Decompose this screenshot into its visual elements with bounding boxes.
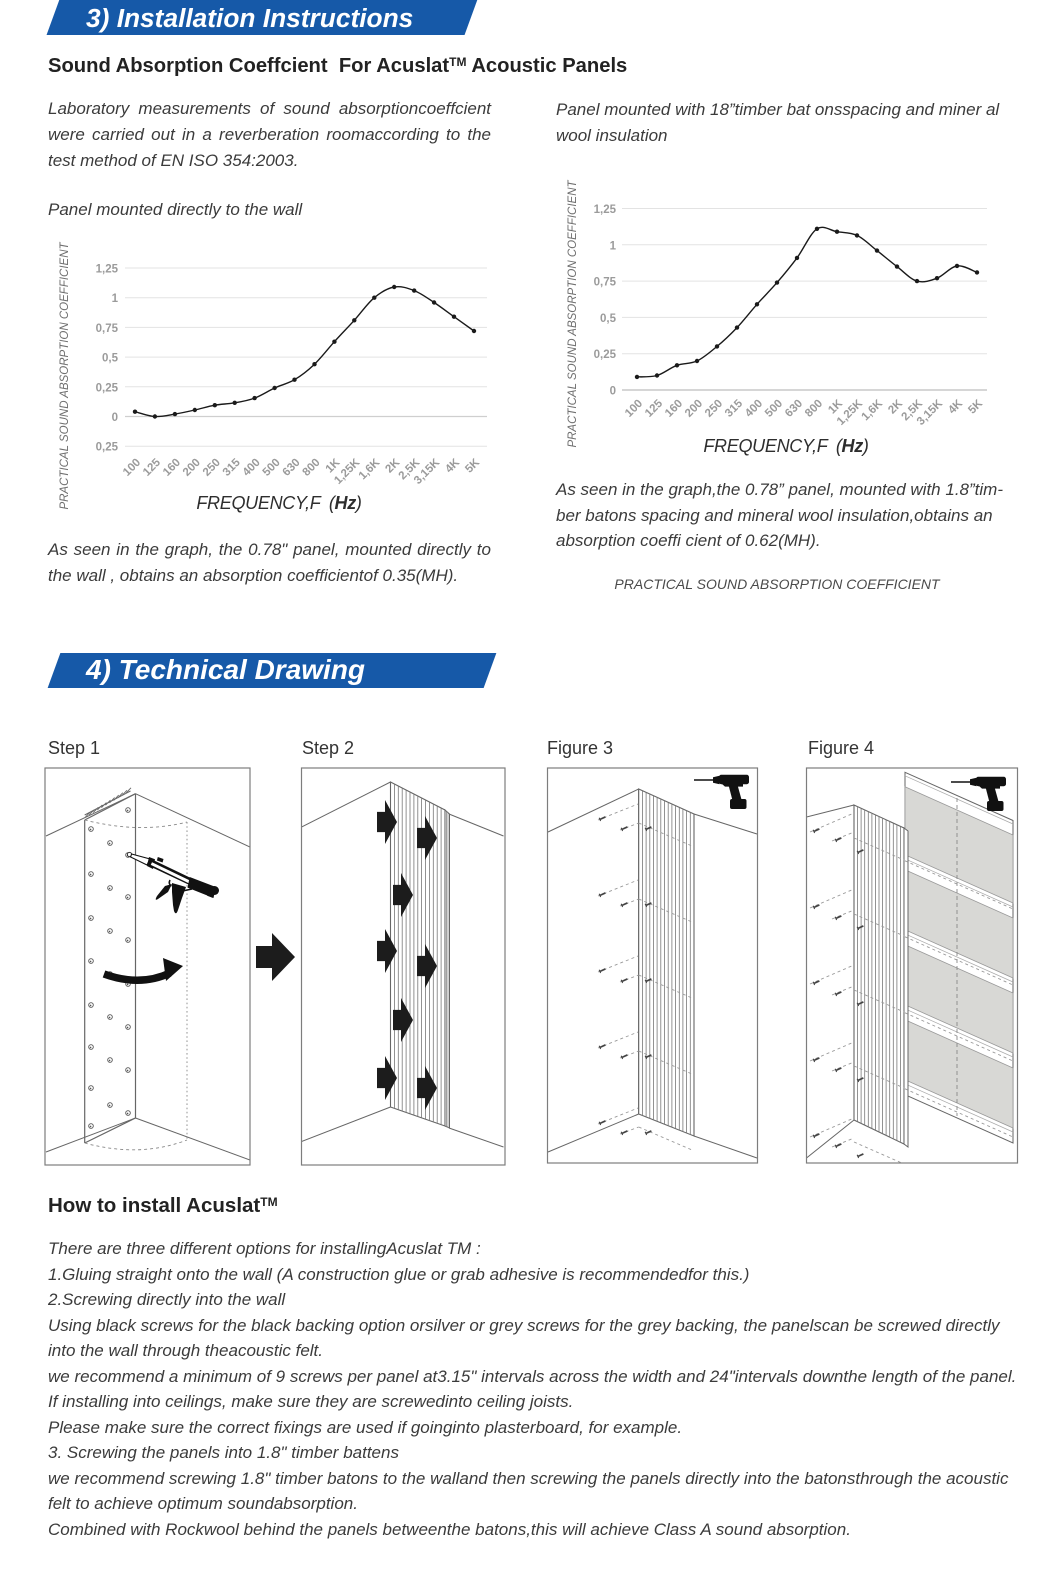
svg-text:500: 500 <box>763 398 785 420</box>
svg-text:315: 315 <box>221 456 243 478</box>
svg-text:0,25: 0,25 <box>96 442 119 454</box>
svg-text:0,5: 0,5 <box>102 353 119 365</box>
svg-text:1: 1 <box>112 293 119 305</box>
svg-text:0,75: 0,75 <box>96 323 119 335</box>
svg-text:1,6K: 1,6K <box>859 397 885 423</box>
svg-text:0,5: 0,5 <box>600 313 617 325</box>
svg-text:800: 800 <box>803 398 825 420</box>
svg-text:160: 160 <box>663 398 685 420</box>
svg-text:630: 630 <box>783 398 805 420</box>
svg-text:1,25: 1,25 <box>594 204 617 216</box>
svg-text:4K: 4K <box>443 456 462 475</box>
svg-text:400: 400 <box>743 398 765 420</box>
svg-text:0: 0 <box>610 386 616 398</box>
svg-text:315: 315 <box>723 397 745 419</box>
svg-text:1,25: 1,25 <box>96 264 119 276</box>
svg-text:160: 160 <box>161 457 183 479</box>
svg-text:0,25: 0,25 <box>594 349 617 361</box>
svg-text:800: 800 <box>301 457 323 479</box>
svg-text:250: 250 <box>201 457 223 479</box>
svg-text:400: 400 <box>241 457 263 479</box>
svg-text:200: 200 <box>181 457 203 479</box>
svg-text:4K: 4K <box>946 397 965 416</box>
svg-text:100: 100 <box>121 457 143 479</box>
svg-text:125: 125 <box>141 456 163 478</box>
svg-text:0,75: 0,75 <box>594 277 617 289</box>
svg-text:100: 100 <box>623 398 645 420</box>
svg-text:250: 250 <box>703 398 725 420</box>
svg-text:0: 0 <box>112 412 118 424</box>
svg-text:5K: 5K <box>463 456 482 475</box>
svg-text:630: 630 <box>281 457 303 479</box>
svg-text:200: 200 <box>683 398 705 420</box>
svg-text:1: 1 <box>610 240 617 252</box>
svg-text:1,6K: 1,6K <box>357 456 383 482</box>
svg-text:5K: 5K <box>966 397 985 416</box>
svg-text:500: 500 <box>261 457 283 479</box>
svg-text:0,25: 0,25 <box>96 382 119 394</box>
svg-text:125: 125 <box>643 397 665 419</box>
